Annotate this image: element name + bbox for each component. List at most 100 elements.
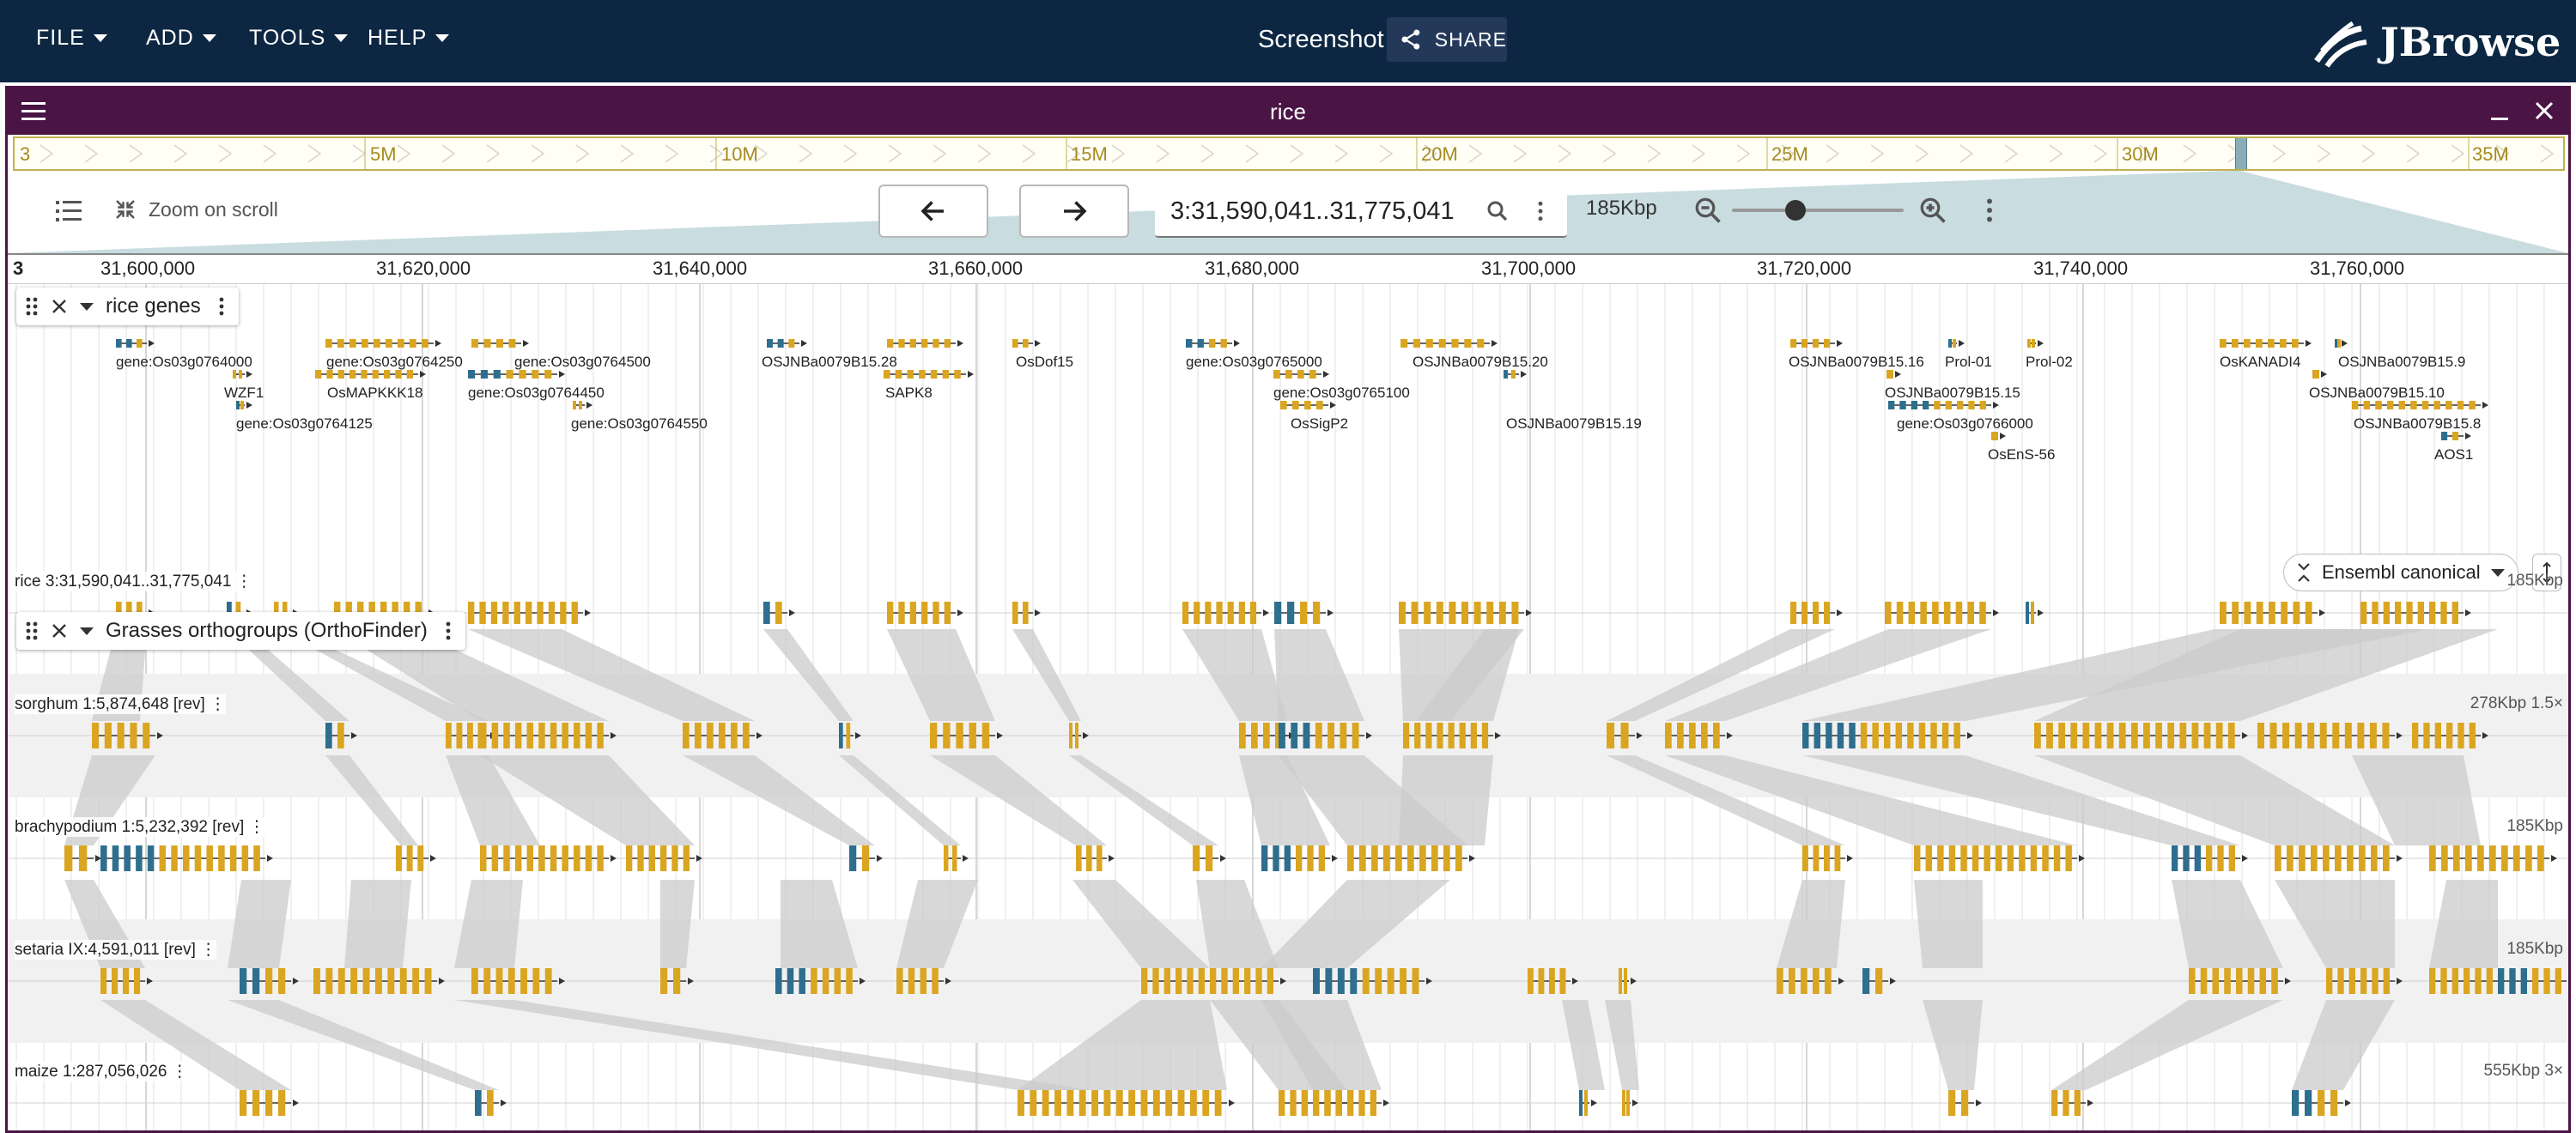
exon [1619,968,1622,994]
exon [1996,845,2002,871]
gene-label[interactable]: OsEnS-56 [1988,446,2056,463]
close-track-icon[interactable] [51,298,68,315]
exon [384,370,391,379]
exon [1449,602,1456,624]
exon [1814,723,1821,748]
file-menu[interactable]: FILE [36,26,107,51]
track-menu-icon[interactable] [440,620,457,642]
exon [387,968,395,994]
gene-label[interactable]: OsSigP2 [1291,415,1349,432]
gene-label[interactable]: gene:Os03g0765000 [1186,354,1322,370]
synteny-gene-model [2257,723,2403,748]
gene-label[interactable]: AOS1 [2434,446,2474,463]
scroll-left-button[interactable] [878,185,988,238]
tools-menu[interactable]: TOOLS [249,26,349,51]
session-title[interactable]: Screenshot [1258,26,1384,53]
track-selector-icon[interactable] [54,197,83,226]
synteny-gene-model [2412,723,2488,748]
zoom-on-scroll-toggle[interactable]: Zoom on scroll [112,197,278,222]
synteny-row-label[interactable]: maize 1:287,056,026 ⋮ [15,1062,188,1082]
gene-label[interactable]: OSJNBa0079B15.10 [2309,385,2445,401]
gene-label[interactable]: OSJNBa0079B15.20 [1413,354,1548,370]
gene-label[interactable]: SAPK8 [885,385,933,401]
minimize-icon[interactable] [2489,102,2510,123]
synteny-row-label[interactable]: rice 3:31,590,041..31,775,041 ⋮ [15,572,252,591]
track-height-resize[interactable] [2532,554,2561,591]
rice-gene-model [884,370,974,379]
gene-label[interactable]: WZF1 [224,385,264,401]
ruler-tick-label: 31,760,000 [2310,258,2405,279]
exon [1862,968,1870,994]
tracks-area: rice genes Ensembl canonical Grasses ort… [8,284,2568,1130]
overview-chevron [754,144,769,163]
zoom-in-icon[interactable] [1917,195,1948,226]
synteny-row-label[interactable]: setaria IX:4,591,011 [rev] ⋮ [15,940,217,960]
exon [137,339,143,348]
gene-label[interactable]: OsKANADI4 [2220,354,2301,370]
close-icon[interactable] [2534,100,2555,121]
zoom-out-icon[interactable] [1692,195,1723,226]
gene-label[interactable]: gene:Os03g0765100 [1273,385,1410,401]
gene-label[interactable]: OSJNBa0079B15.15 [1885,385,2020,401]
exon [325,968,333,994]
gene-label[interactable]: gene:Os03g0766000 [1897,415,2033,432]
synteny-gene-model [1403,723,1501,748]
gene-label[interactable]: OSJNBa0079B15.16 [1789,354,1924,370]
exon [683,723,690,748]
exon [362,968,370,994]
exon [1261,845,1268,871]
synteny-link [480,755,695,845]
gene-label[interactable]: Prol-02 [2026,354,2073,370]
gene-label[interactable]: OSJNBa0079B15.19 [1506,415,1642,432]
track-menu-icon[interactable] [213,295,230,318]
scroll-right-button[interactable] [1019,185,1129,238]
add-menu-label: ADD [146,26,194,50]
gene-label[interactable]: OSJNBa0079B15.8 [2354,415,2482,432]
exon [763,602,770,624]
gene-label[interactable]: gene:Os03g0764000 [116,354,252,370]
overview-viewport-marker[interactable] [2235,138,2247,169]
overview-scalebar[interactable]: 3 5M 10M 15M 20M 25M 30M 35M [13,136,2565,171]
exon [1925,845,1933,871]
share-button[interactable]: SHARE [1387,17,1507,62]
location-more-icon[interactable] [1528,198,1553,224]
gene-label[interactable]: Prol-01 [1945,354,1992,370]
gene-label[interactable]: OSJNBa0079B15.28 [762,354,897,370]
synteny-row-label[interactable]: sorghum 1:5,874,648 [rev] ⋮ [15,694,227,714]
location-input[interactable] [1170,197,1479,226]
gene-label[interactable]: gene:Os03g0764550 [571,415,708,432]
exon [2352,401,2359,409]
zoom-slider-track[interactable] [1732,209,1904,212]
add-menu[interactable]: ADD [146,26,216,51]
gene-label[interactable]: OsMAPKKK18 [327,385,423,401]
exon [930,370,938,379]
search-icon[interactable] [1485,198,1510,224]
synteny-row-label[interactable]: brachypodium 1:5,232,392 [rev] ⋮ [15,817,265,837]
exon [1896,602,1904,624]
exon [1221,968,1228,994]
overview-chevron [1424,144,1438,163]
zoom-slider-thumb[interactable] [1785,200,1806,221]
synteny-link [1018,1000,1227,1090]
view-options-icon[interactable] [1974,195,2005,226]
collapse-track-icon[interactable] [80,627,94,635]
close-track-icon[interactable] [51,622,68,639]
display-mode-select[interactable]: Ensembl canonical [2283,554,2518,591]
exon [1263,723,1270,748]
gene-label[interactable]: OsDof15 [1016,354,1074,370]
exon [2292,1090,2300,1116]
gene-label[interactable]: OSJNBa0079B15.9 [2338,354,2466,370]
drag-handle-icon[interactable] [25,296,39,317]
collapse-track-icon[interactable] [80,302,94,311]
gene-label[interactable]: gene:Os03g0764450 [468,385,605,401]
rice-gene-model [1790,339,1843,348]
gene-label[interactable]: gene:Os03g0764250 [326,354,463,370]
gene-label[interactable]: gene:Os03g0764125 [236,415,373,432]
ruler[interactable]: 3 31,600,000 31,620,000 31,640,000 31,66… [8,253,2568,284]
gene-label[interactable]: gene:Os03g0764500 [514,354,651,370]
help-menu[interactable]: HELP [368,26,450,51]
overview-chevron [977,144,992,163]
view-menu-icon[interactable] [21,100,46,123]
drag-handle-icon[interactable] [25,621,39,641]
exon [2357,723,2365,748]
